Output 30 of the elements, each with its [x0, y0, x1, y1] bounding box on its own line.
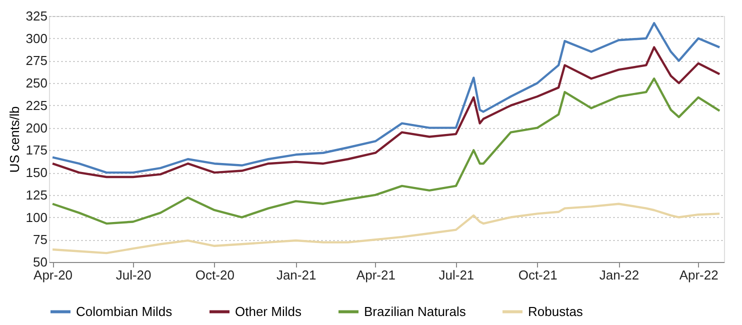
- x-tick-label: Apr-22: [679, 268, 718, 282]
- y-tick-label: 125: [26, 187, 48, 202]
- line-series: [51, 22, 721, 174]
- legend-label: Robustas: [528, 304, 584, 319]
- line-series: [51, 46, 721, 178]
- y-tick-label: 325: [26, 8, 48, 24]
- legend-label: Colombian Milds: [76, 304, 173, 319]
- y-tick-label: 175: [26, 142, 48, 158]
- y-tick-label: 150: [26, 165, 48, 180]
- x-tick-label: Oct-21: [518, 268, 558, 282]
- x-tick-label: Jul-21: [438, 268, 474, 282]
- x-tick-label: Jul-20: [116, 268, 152, 282]
- x-tick-label: Apr-20: [34, 268, 73, 282]
- y-tick-label: 100: [26, 210, 48, 225]
- y-tick-label: 250: [26, 76, 48, 91]
- y-tick-label: 300: [26, 30, 48, 46]
- x-tick-label: Jan-22: [599, 268, 640, 282]
- x-tick-label: Apr-21: [356, 268, 396, 282]
- y-tick-label: 75: [33, 232, 48, 248]
- legend-label: Brazilian Naturals: [364, 304, 466, 319]
- legend-label: Other Milds: [235, 304, 302, 319]
- y-tick-label: 50: [33, 254, 48, 270]
- line-series: [51, 202, 721, 254]
- y-tick-label: 275: [26, 53, 48, 68]
- y-tick-label: 200: [26, 120, 48, 136]
- x-tick-label: Jan-21: [276, 268, 316, 282]
- y-axis-title: US cents/lb: [6, 106, 22, 173]
- line-series: [51, 78, 721, 225]
- x-tick-label: Oct-20: [195, 268, 234, 282]
- y-tick-label: 225: [26, 98, 48, 113]
